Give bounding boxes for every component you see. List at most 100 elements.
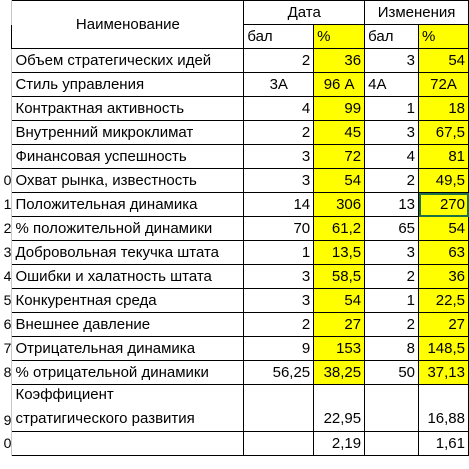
row-number[interactable]: 8 <box>0 360 13 385</box>
sub-header-bal[interactable]: бал <box>243 24 315 49</box>
changes-pct-cell[interactable]: 81 <box>418 144 469 169</box>
changes-pct-cell[interactable]: 49,5 <box>418 168 469 193</box>
changes-pct-cell[interactable]: 36 <box>418 264 469 289</box>
changes-bal-cell[interactable]: 3 <box>364 120 419 145</box>
row-label-cell[interactable]: Объем стратегических идей <box>11 48 245 73</box>
date-pct-cell[interactable]: 58,5 <box>313 264 366 289</box>
coef-changes-pct-cell[interactable]: 16,88 <box>418 384 469 432</box>
date-pct-cell[interactable]: 153 <box>313 336 366 361</box>
row-number[interactable] <box>0 120 13 145</box>
row-number[interactable]: 2 <box>0 216 13 241</box>
changes-pct-cell[interactable]: 18 <box>418 96 469 121</box>
changes-bal-cell[interactable]: 4А <box>364 72 419 97</box>
sub-header-pct[interactable]: % <box>313 24 366 49</box>
row-label-cell[interactable]: Внутренний микроклимат <box>11 120 245 145</box>
coef-changes-bal-cell[interactable] <box>364 384 419 432</box>
row-label-cell[interactable]: Финансовая успешность <box>11 144 245 169</box>
row-number[interactable] <box>0 144 13 169</box>
date-pct-cell[interactable]: 27 <box>313 312 366 337</box>
sub-header-pct-2[interactable]: % <box>418 24 469 49</box>
row-number[interactable]: 6 <box>0 312 13 337</box>
changes-pct-cell[interactable]: 67,5 <box>418 120 469 145</box>
sub-header-bal-2[interactable]: бал <box>364 24 419 49</box>
ratio-changes-pct-cell[interactable]: 1,61 <box>418 431 469 456</box>
row-label-cell[interactable]: Ошибки и халатность штата <box>11 264 245 289</box>
date-bal-cell[interactable]: 56,25 <box>243 360 315 385</box>
changes-pct-cell[interactable]: 148,5 <box>418 336 469 361</box>
row-number[interactable] <box>0 0 13 25</box>
date-bal-cell[interactable]: 9 <box>243 336 315 361</box>
changes-bal-cell[interactable]: 3 <box>364 240 419 265</box>
row-number[interactable]: 1 <box>0 192 13 217</box>
changes-pct-cell[interactable]: 270 <box>418 192 469 217</box>
date-pct-cell[interactable]: 96 А <box>313 72 366 97</box>
group-header-date[interactable]: Дата <box>243 0 366 25</box>
row-label-cell[interactable]: Отрицательная динамика <box>11 336 245 361</box>
changes-pct-cell[interactable]: 22,5 <box>418 288 469 313</box>
date-pct-cell[interactable]: 306 <box>313 192 366 217</box>
ratio-date-pct-cell[interactable]: 2,19 <box>313 431 366 456</box>
ratio-label-cell[interactable] <box>11 431 245 456</box>
changes-bal-cell[interactable]: 2 <box>364 168 419 193</box>
date-pct-cell[interactable]: 54 <box>313 168 366 193</box>
changes-pct-cell[interactable]: 37,13 <box>418 360 469 385</box>
row-number[interactable]: 3 <box>0 240 13 265</box>
changes-pct-cell[interactable]: 54 <box>418 48 469 73</box>
row-number[interactable]: 7 <box>0 336 13 361</box>
changes-bal-cell[interactable]: 2 <box>364 312 419 337</box>
date-bal-cell[interactable]: 3А <box>243 72 315 97</box>
coefficient-label-cell[interactable]: Коэффициент стратигического развития <box>11 384 245 432</box>
changes-bal-cell[interactable]: 8 <box>364 336 419 361</box>
changes-bal-cell[interactable]: 2 <box>364 264 419 289</box>
row-number[interactable]: 5 <box>0 288 13 313</box>
row-label-cell[interactable]: Добровольная текучка штата <box>11 240 245 265</box>
date-bal-cell[interactable]: 3 <box>243 264 315 289</box>
row-number[interactable] <box>0 96 13 121</box>
changes-bal-cell[interactable]: 13 <box>364 192 419 217</box>
row-number[interactable] <box>0 24 13 49</box>
changes-pct-cell[interactable]: 54 <box>418 216 469 241</box>
row-label-cell[interactable]: Стиль управления <box>11 72 245 97</box>
row-label-cell[interactable]: Положительная динамика <box>11 192 245 217</box>
changes-bal-cell[interactable]: 1 <box>364 288 419 313</box>
row-number[interactable] <box>0 72 13 97</box>
ratio-changes-bal-cell[interactable] <box>364 431 419 456</box>
group-header-changes[interactable]: Изменения <box>364 0 469 25</box>
row-label-cell[interactable]: Внешнее давление <box>11 312 245 337</box>
row-number[interactable] <box>0 48 13 73</box>
date-pct-cell[interactable]: 54 <box>313 288 366 313</box>
changes-pct-cell[interactable]: 72А <box>418 72 469 97</box>
row-number[interactable]: 0 <box>0 168 13 193</box>
coef-date-pct-cell[interactable]: 22,95 <box>313 384 366 432</box>
name-header[interactable]: Наименование <box>11 0 245 49</box>
row-number[interactable]: 4 <box>0 264 13 289</box>
date-bal-cell[interactable]: 3 <box>243 144 315 169</box>
date-pct-cell[interactable]: 61,2 <box>313 216 366 241</box>
date-bal-cell[interactable]: 4 <box>243 96 315 121</box>
changes-bal-cell[interactable]: 1 <box>364 96 419 121</box>
row-label-cell[interactable]: % положительной динамики <box>11 216 245 241</box>
row-label-cell[interactable]: Контрактная активность <box>11 96 245 121</box>
changes-bal-cell[interactable]: 65 <box>364 216 419 241</box>
date-pct-cell[interactable]: 45 <box>313 120 366 145</box>
coef-date-bal-cell[interactable] <box>243 384 315 432</box>
date-bal-cell[interactable]: 3 <box>243 288 315 313</box>
date-bal-cell[interactable]: 1 <box>243 240 315 265</box>
date-pct-cell[interactable]: 13,5 <box>313 240 366 265</box>
date-pct-cell[interactable]: 36 <box>313 48 366 73</box>
ratio-date-bal-cell[interactable] <box>243 431 315 456</box>
row-number[interactable]: 9 <box>0 384 13 432</box>
changes-bal-cell[interactable]: 50 <box>364 360 419 385</box>
changes-bal-cell[interactable]: 4 <box>364 144 419 169</box>
changes-pct-cell[interactable]: 63 <box>418 240 469 265</box>
date-pct-cell[interactable]: 99 <box>313 96 366 121</box>
date-bal-cell[interactable]: 70 <box>243 216 315 241</box>
date-pct-cell[interactable]: 72 <box>313 144 366 169</box>
date-pct-cell[interactable]: 38,25 <box>313 360 366 385</box>
date-bal-cell[interactable]: 2 <box>243 120 315 145</box>
row-number[interactable]: 0 <box>0 431 13 456</box>
row-label-cell[interactable]: % отрицательной динамики <box>11 360 245 385</box>
date-bal-cell[interactable]: 3 <box>243 168 315 193</box>
changes-bal-cell[interactable]: 3 <box>364 48 419 73</box>
date-bal-cell[interactable]: 2 <box>243 312 315 337</box>
